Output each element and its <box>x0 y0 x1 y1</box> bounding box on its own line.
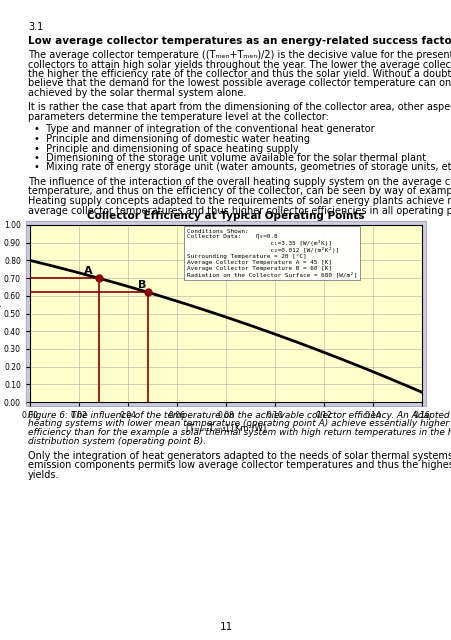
Text: Conditions Shown:
Collector Data:    η₀=0.8
                       c₁=3.35 [W/(m: Conditions Shown: Collector Data: η₀=0.8… <box>186 228 356 277</box>
Text: A: A <box>84 266 92 276</box>
Text: •  Dimensioning of the storage unit volume available for the solar thermal plant: • Dimensioning of the storage unit volum… <box>34 153 425 163</box>
Text: The influence of the interaction of the overall heating supply system on the ave: The influence of the interaction of the … <box>28 177 451 187</box>
Text: •  Type and manner of integration of the conventional heat generator: • Type and manner of integration of the … <box>34 125 374 134</box>
Text: Only the integration of heat generators adapted to the needs of solar thermal sy: Only the integration of heat generators … <box>28 451 451 461</box>
X-axis label: [Tₘₑₙ-Tₐₘ₃] [Km²/W]: [Tₘₑₙ-Tₐₘ₃] [Km²/W] <box>185 423 266 432</box>
Text: collectors to attain high solar yields throughout the year. The lower the averag: collectors to attain high solar yields t… <box>28 60 451 70</box>
Bar <box>26 221 425 406</box>
Text: B: B <box>138 280 146 290</box>
Text: achieved by the solar thermal system alone.: achieved by the solar thermal system alo… <box>28 88 246 98</box>
Y-axis label: ηᵇ: ηᵇ <box>0 303 1 314</box>
Text: Figure 6: The influence of the temperature on the achievable collector efficienc: Figure 6: The influence of the temperatu… <box>28 411 451 420</box>
Text: yields.: yields. <box>28 470 60 480</box>
Text: 3.1: 3.1 <box>28 22 43 32</box>
Text: Low average collector temperatures as an energy-related success factor: Low average collector temperatures as an… <box>28 36 451 46</box>
Text: 11: 11 <box>219 622 232 632</box>
Text: average collector temperatures and thus higher collector efficiencies in all ope: average collector temperatures and thus … <box>28 205 451 216</box>
Text: distribution system (operating point B).: distribution system (operating point B). <box>28 436 206 445</box>
Text: heating systems with lower mean temperature (operating point A) achieve essentia: heating systems with lower mean temperat… <box>28 419 451 429</box>
Text: •  Principle and dimensioning of space heating supply: • Principle and dimensioning of space he… <box>34 143 298 154</box>
Text: •  Mixing rate of energy storage unit (water amounts, geometries of storage unit: • Mixing rate of energy storage unit (wa… <box>34 163 451 173</box>
Text: the higher the efficiency rate of the collector and thus the solar yield. Withou: the higher the efficiency rate of the co… <box>28 69 451 79</box>
Text: It is rather the case that apart from the dimensioning of the collector area, ot: It is rather the case that apart from th… <box>28 102 451 113</box>
Text: temperature, and thus on the efficiency of the collector, can be seen by way of : temperature, and thus on the efficiency … <box>28 186 451 196</box>
Text: believe that the demand for the lowest possible average collector temperature ca: believe that the demand for the lowest p… <box>28 79 451 88</box>
Text: •  Principle and dimensioning of domestic water heating: • Principle and dimensioning of domestic… <box>34 134 309 144</box>
Title: Collector Efficiency at Typical Operating Points: Collector Efficiency at Typical Operatin… <box>87 211 364 221</box>
Text: The average collector temperature ((Tₘₑₙ+Tₘₑₙ)/2) is the decisive value for the : The average collector temperature ((Tₘₑₙ… <box>28 50 451 60</box>
Text: parameters determine the temperature level at the collector:: parameters determine the temperature lev… <box>28 112 328 122</box>
Text: Heating supply concepts adapted to the requirements of solar energy plants achie: Heating supply concepts adapted to the r… <box>28 196 451 206</box>
Text: emission components permits low average collector temperatures and thus the high: emission components permits low average … <box>28 461 451 470</box>
Text: efficiency than for the example a solar thermal system with high return temperat: efficiency than for the example a solar … <box>28 428 451 437</box>
